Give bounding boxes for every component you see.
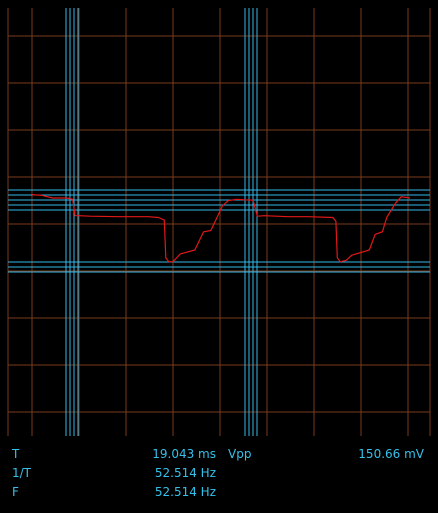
vpp-label: Vpp bbox=[228, 447, 252, 461]
frequency-label: F bbox=[12, 485, 19, 499]
signal-trace bbox=[31, 194, 411, 263]
period-value: 19.043 ms bbox=[152, 447, 216, 461]
reciprocal-label: 1/T bbox=[12, 466, 32, 480]
scope-screen bbox=[7, 8, 431, 436]
measurement-row-frequency: F 52.514 Hz bbox=[0, 483, 438, 501]
frequency-value: 52.514 Hz bbox=[154, 485, 216, 499]
measurement-row-period: T 19.043 ms Vpp 150.66 mV bbox=[0, 445, 438, 463]
period-label: T bbox=[12, 447, 20, 461]
measurement-row-reciprocal: 1/T 52.514 Hz bbox=[0, 464, 438, 482]
reciprocal-value: 52.514 Hz bbox=[154, 466, 216, 480]
measurement-panel: T 19.043 ms Vpp 150.66 mV 1/T 52.514 Hz … bbox=[0, 440, 438, 513]
vpp-value: 150.66 mV bbox=[358, 447, 424, 461]
